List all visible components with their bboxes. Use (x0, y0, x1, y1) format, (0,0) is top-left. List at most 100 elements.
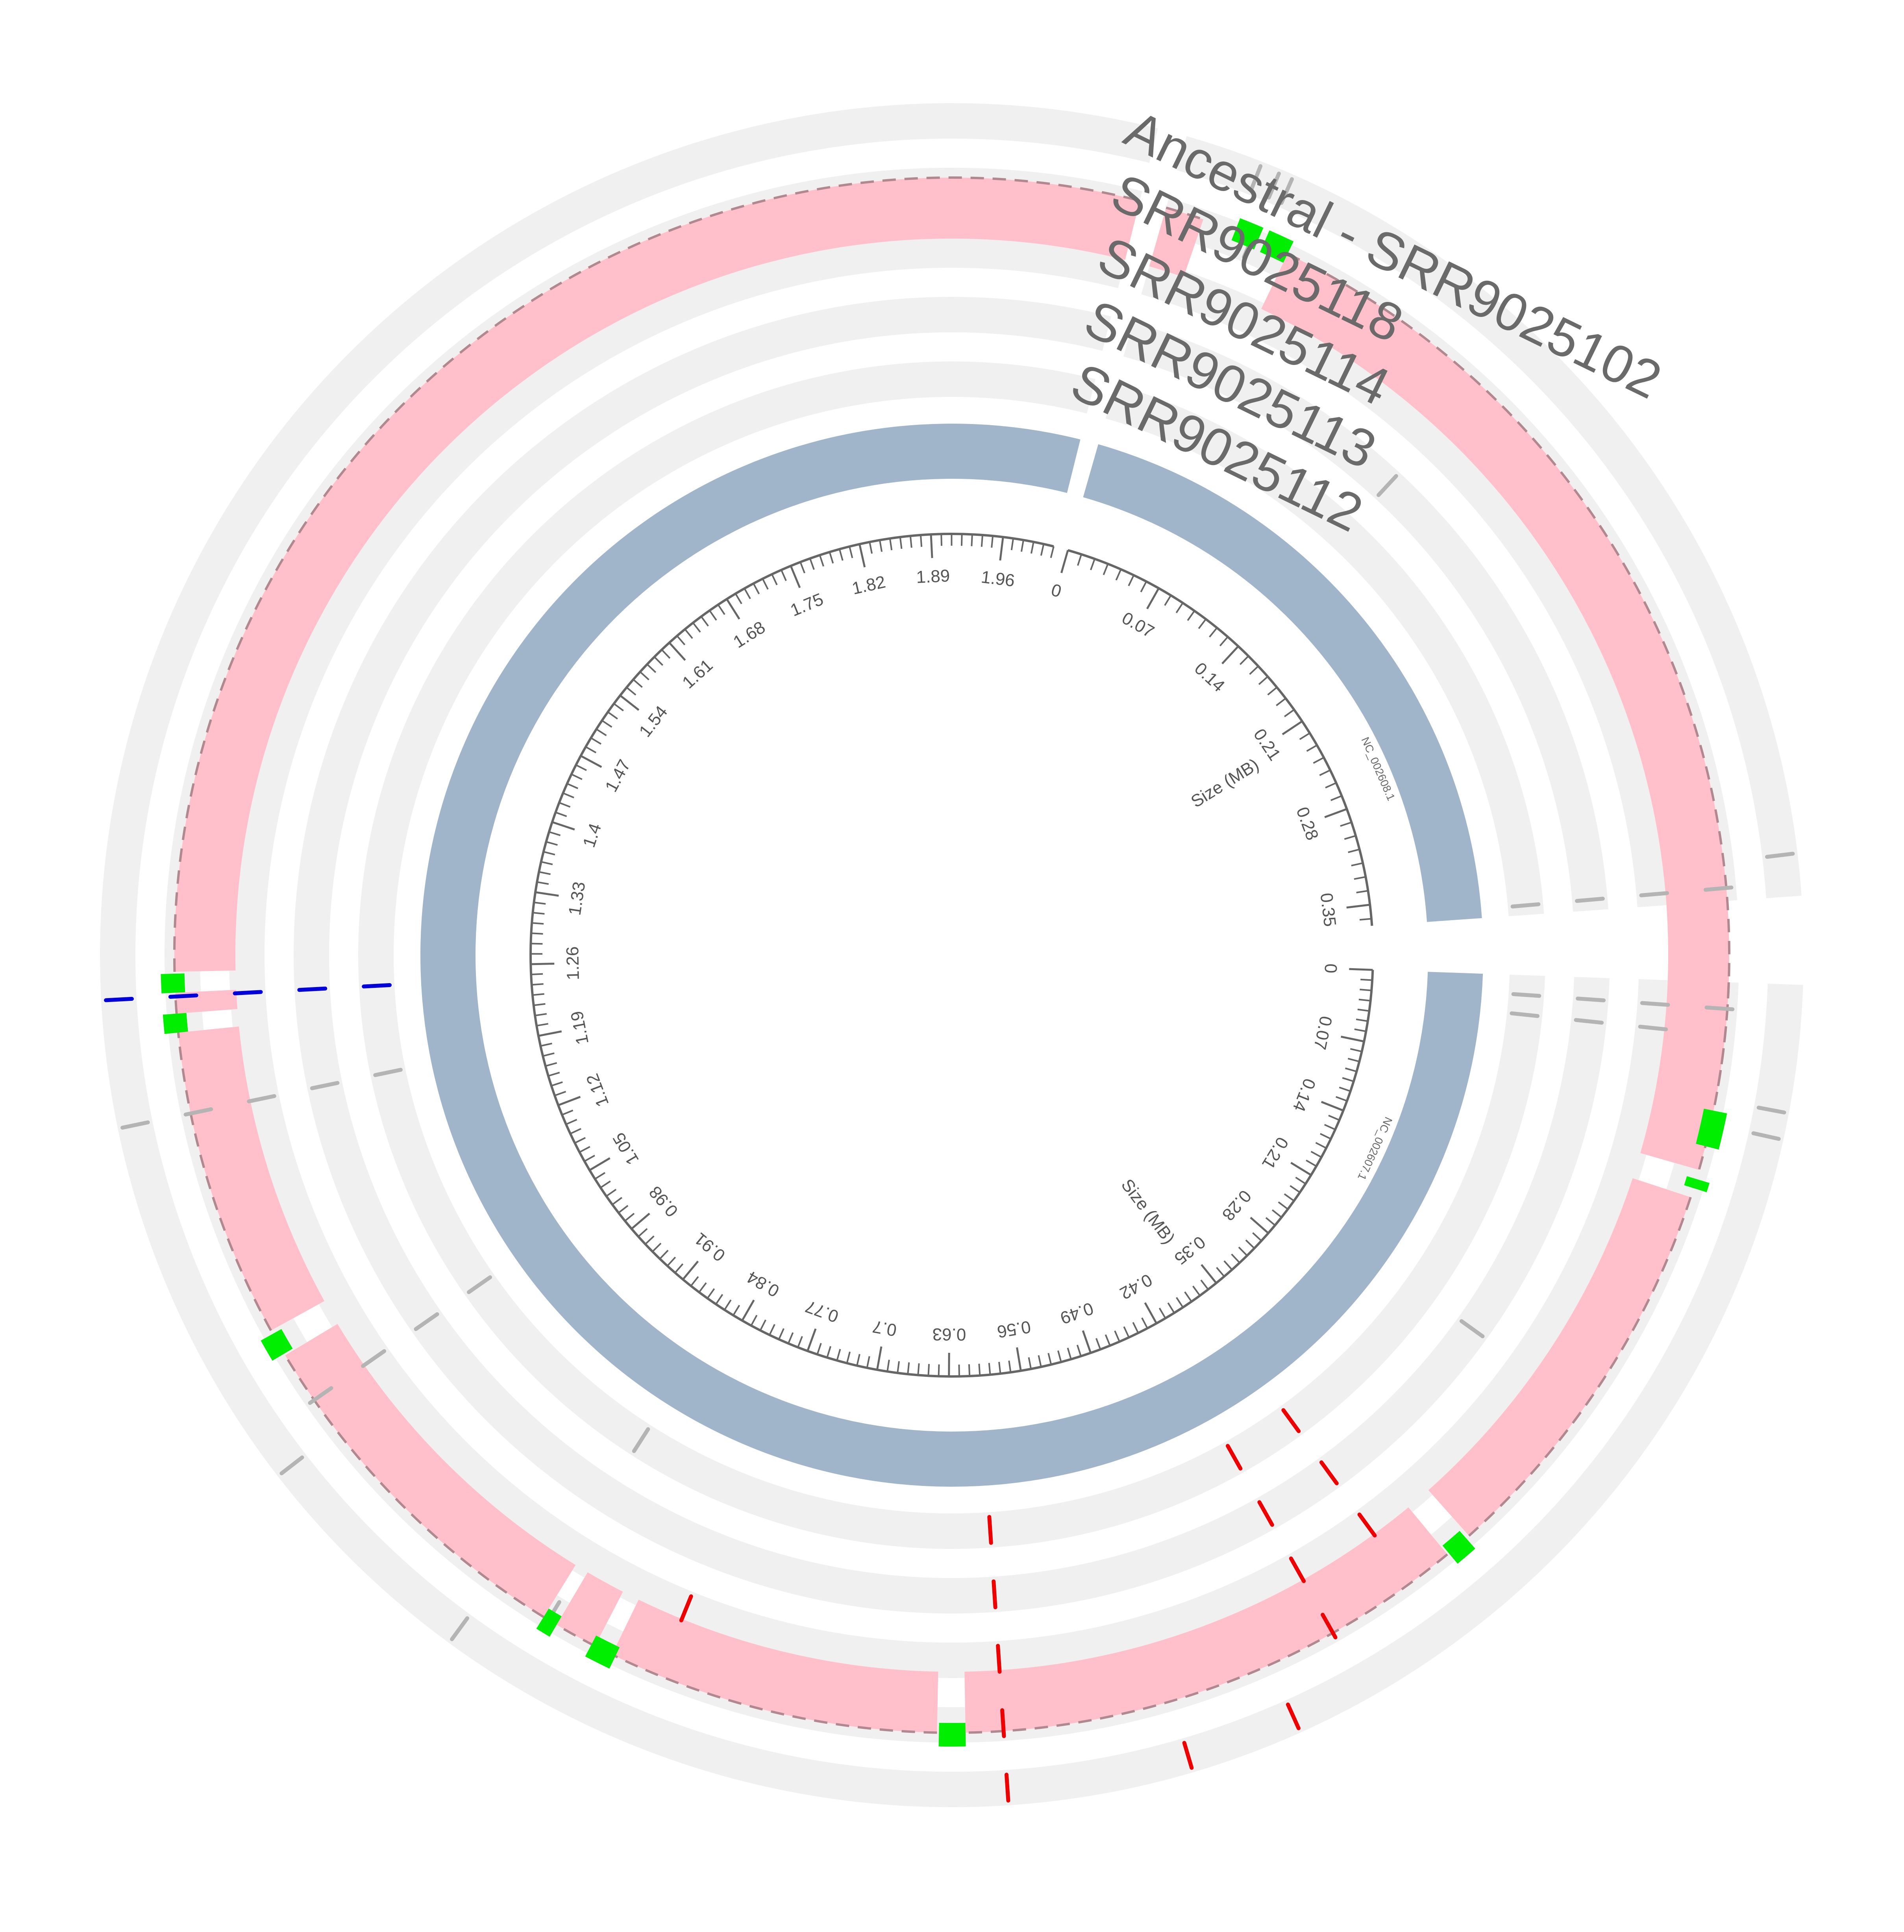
major-tick (930, 534, 933, 558)
deletion-block (1428, 1178, 1691, 1536)
mutation-tick (1000, 1708, 1006, 1738)
minor-tick (869, 542, 873, 554)
minor-tick (575, 764, 587, 771)
minor-tick (1187, 610, 1195, 621)
minor-tick (723, 1299, 732, 1310)
minor-tick (1239, 655, 1249, 665)
minor-tick (744, 588, 751, 599)
mutation-tick (1510, 902, 1541, 909)
minor-tick (778, 1328, 785, 1340)
minor-tick (1342, 1077, 1354, 1082)
minor-tick (1278, 1201, 1288, 1210)
minor-tick (570, 1128, 581, 1135)
minor-tick (1354, 876, 1366, 880)
minor-tick (1050, 546, 1055, 558)
major-tick (580, 755, 602, 768)
minor-tick (666, 1256, 676, 1267)
mutation-tick (1703, 885, 1734, 892)
mutation-tick (1319, 1460, 1339, 1486)
tick-label: 0 (1321, 963, 1340, 974)
mutation-tick (1321, 1613, 1338, 1639)
deletion-outline (173, 176, 1140, 972)
minor-tick (1299, 732, 1310, 740)
mutation-tick (361, 1349, 387, 1368)
minor-tick (838, 549, 844, 561)
mutation-tick (1377, 474, 1398, 497)
minor-tick (1038, 1355, 1042, 1367)
minor-tick (1319, 769, 1331, 776)
minor-tick (781, 569, 787, 581)
ideogram (420, 424, 1483, 1487)
breakpoint-mark (1260, 230, 1294, 263)
minor-tick (1219, 636, 1229, 646)
minor-tick (626, 687, 637, 696)
minor-tick (1339, 1086, 1351, 1092)
minor-tick (750, 1315, 758, 1326)
minor-tick (1020, 540, 1024, 552)
minor-tick (1252, 1232, 1262, 1241)
ideogram-segment (1083, 444, 1482, 922)
tick-label: 0.7 (871, 1317, 898, 1340)
major-tick (1282, 720, 1303, 735)
minor-tick (1313, 757, 1324, 764)
mutation-tick (1756, 1106, 1786, 1115)
minor-tick (606, 1189, 617, 1197)
minor-tick (971, 534, 973, 546)
minor-tick (886, 1360, 890, 1372)
minor-tick (1306, 745, 1317, 752)
minor-tick (707, 1288, 715, 1299)
minor-tick (1354, 1028, 1366, 1032)
minor-tick (531, 922, 544, 925)
mutation-tick (1249, 164, 1263, 193)
minor-tick (540, 1043, 552, 1047)
major-tick (1324, 808, 1347, 818)
mutation-tick (308, 1386, 333, 1405)
minor-tick (978, 1363, 981, 1376)
mutation-tick (1704, 1005, 1735, 1011)
mutation-tick (1574, 1018, 1604, 1025)
mutation-tick (679, 1594, 693, 1623)
minor-tick (646, 663, 657, 673)
minor-tick (1176, 1297, 1184, 1308)
major-tick (741, 1299, 755, 1321)
major-tick (1146, 587, 1160, 609)
breakpoint-mark (163, 1013, 188, 1034)
minor-tick (998, 1361, 1001, 1374)
minor-tick (753, 583, 760, 595)
minor-tick (909, 535, 912, 548)
deletion-block (1149, 207, 1203, 277)
mutation-tick (279, 1455, 304, 1476)
axis-line (1068, 549, 1373, 926)
minor-tick (1344, 835, 1356, 840)
tick-label: 0.63 (932, 1324, 966, 1344)
minor-tick (787, 1332, 794, 1344)
minor-tick (545, 1062, 557, 1067)
minor-tick (1047, 1353, 1052, 1365)
major-tick (726, 598, 740, 620)
minor-tick (1140, 581, 1147, 593)
minor-tick (692, 622, 701, 633)
minor-tick (988, 1363, 991, 1375)
minor-tick (1284, 1193, 1295, 1202)
minor-tick (856, 1354, 860, 1366)
minor-tick (715, 1294, 723, 1305)
minor-tick (546, 841, 558, 846)
minor-tick (534, 902, 546, 905)
minor-tick (1328, 1115, 1340, 1121)
major-tick (1290, 1162, 1312, 1176)
minor-tick (1115, 569, 1122, 581)
minor-tick (1095, 1338, 1101, 1350)
major-tick (589, 1157, 611, 1171)
mutation-tick (1257, 1500, 1274, 1527)
mutation-tick (987, 1515, 993, 1545)
minor-tick (771, 574, 778, 585)
track-background-0 (1105, 384, 1544, 917)
minor-tick (1290, 1185, 1301, 1193)
mutation-tick (1511, 992, 1541, 998)
minor-tick (1357, 1008, 1369, 1012)
minor-tick (1114, 1330, 1120, 1342)
minor-tick (1167, 1302, 1175, 1313)
minor-tick (907, 1362, 910, 1374)
